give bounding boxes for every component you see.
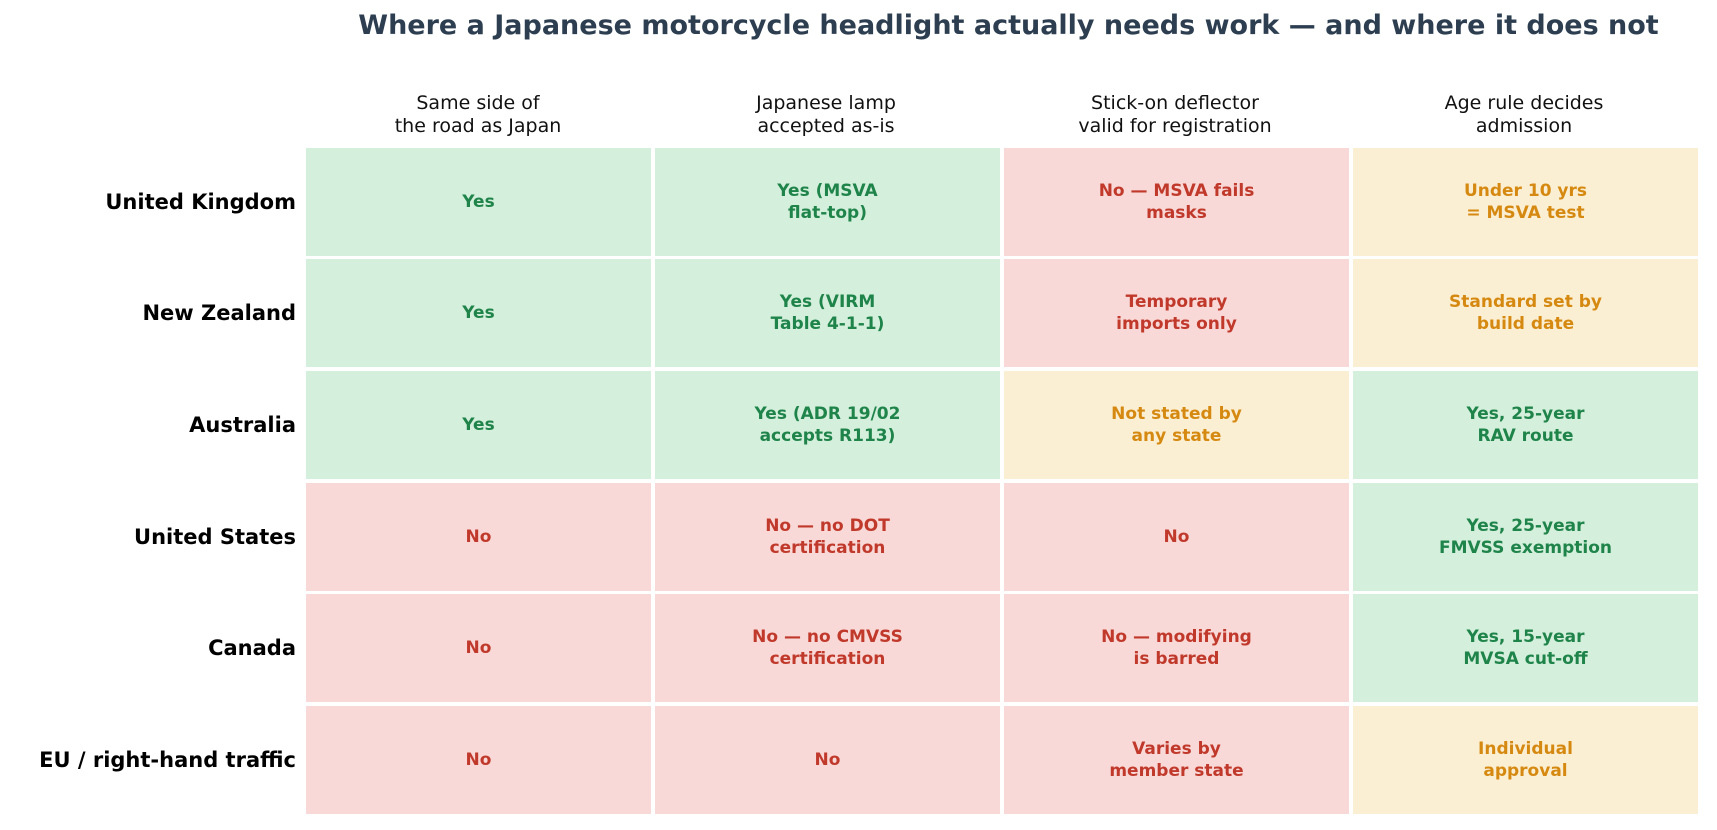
table-cell: No — MSVA fails masks xyxy=(1004,148,1349,256)
table-cell: No xyxy=(655,706,1000,814)
column-header-lamp-accepted: Japanese lamp accepted as-is xyxy=(756,92,896,137)
table-cell: Yes (ADR 19/02 accepts R113) xyxy=(655,371,1000,479)
row-label-australia: Australia xyxy=(189,413,296,437)
table-cell: No xyxy=(306,706,651,814)
table-cell: No xyxy=(306,483,651,591)
row-label-united-kingdom: United Kingdom xyxy=(105,190,296,214)
row-label-united-states: United States xyxy=(134,525,296,549)
table-cell: Yes xyxy=(306,148,651,256)
table-cell: Varies by member state xyxy=(1004,706,1349,814)
table-cell: Not stated by any state xyxy=(1004,371,1349,479)
table-cell: Yes (VIRM Table 4-1-1) xyxy=(655,259,1000,367)
table-cell: No — no DOT certification xyxy=(655,483,1000,591)
table-cell: Yes, 15-year MVSA cut-off xyxy=(1353,594,1698,702)
table-cell: No — no CMVSS certification xyxy=(655,594,1000,702)
table-cell: Under 10 yrs = MSVA test xyxy=(1353,148,1698,256)
table-cell: No — modifying is barred xyxy=(1004,594,1349,702)
table-cell: Yes, 25-year FMVSS exemption xyxy=(1353,483,1698,591)
table-cell: Yes xyxy=(306,259,651,367)
table-cell: Standard set by build date xyxy=(1353,259,1698,367)
row-label-new-zealand: New Zealand xyxy=(142,301,296,325)
column-header-same-side: Same side of the road as Japan xyxy=(394,92,562,137)
table-cell: Temporary imports only xyxy=(1004,259,1349,367)
table-cell: No xyxy=(1004,483,1349,591)
column-header-deflector-valid: Stick-on deflector valid for registratio… xyxy=(1078,92,1272,137)
column-header-age-rule: Age rule decides admission xyxy=(1444,92,1604,137)
table-cell: No xyxy=(306,594,651,702)
chart-title: Where a Japanese motorcycle headlight ac… xyxy=(358,10,1659,41)
row-label-canada: Canada xyxy=(208,636,296,660)
table-cell: Yes (MSVA flat-top) xyxy=(655,148,1000,256)
table-cell: Yes xyxy=(306,371,651,479)
table-cell: Individual approval xyxy=(1353,706,1698,814)
row-label-eu: EU / right-hand traffic xyxy=(39,748,296,772)
table-cell: Yes, 25-year RAV route xyxy=(1353,371,1698,479)
